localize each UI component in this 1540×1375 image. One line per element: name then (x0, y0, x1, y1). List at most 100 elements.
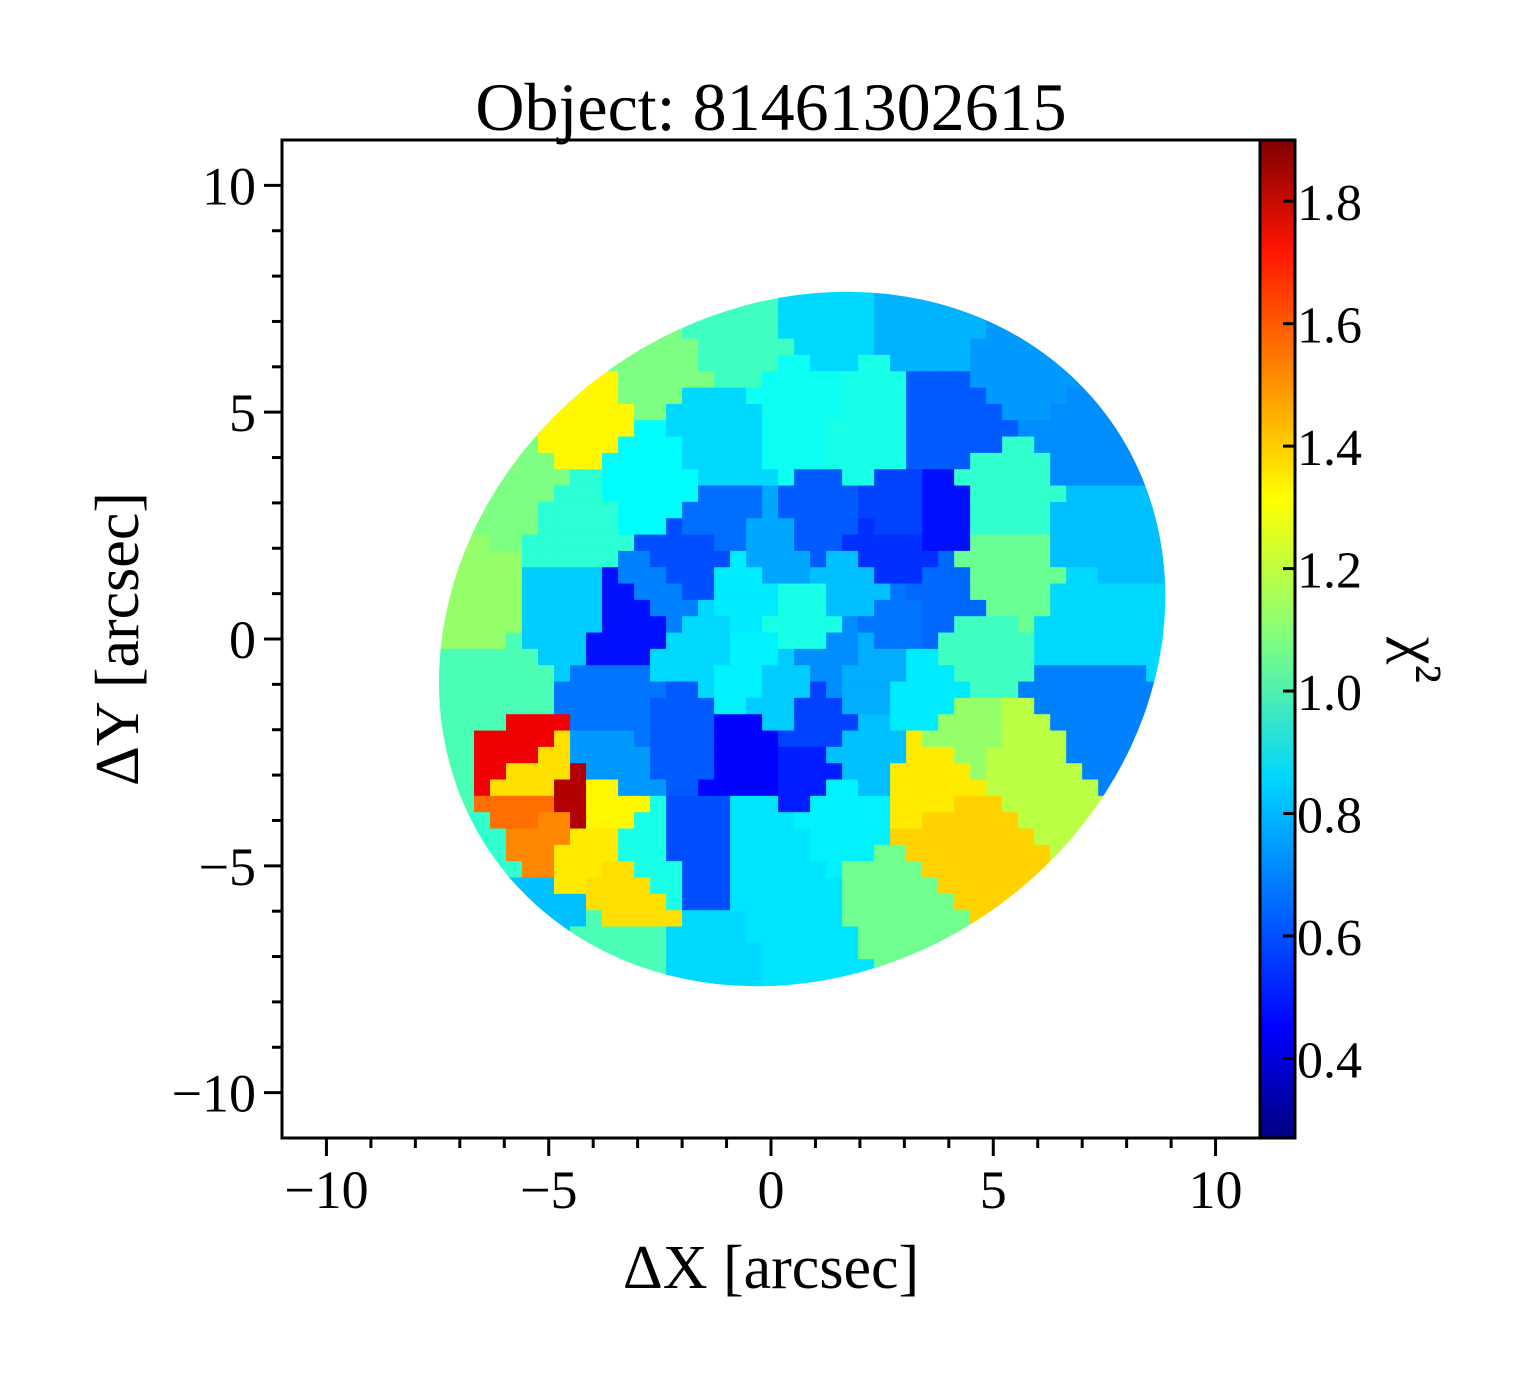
map-pixel (570, 615, 587, 633)
map-pixel (1242, 403, 1260, 421)
map-pixel (794, 746, 811, 764)
map-pixel (330, 762, 347, 780)
map-pixel (330, 811, 347, 829)
map-pixel (378, 778, 395, 796)
map-pixel (490, 746, 507, 764)
map-pixel (394, 860, 411, 878)
map-pixel (762, 615, 779, 633)
map-pixel (1002, 1040, 1019, 1058)
map-pixel (762, 419, 779, 437)
map-pixel (442, 190, 459, 208)
map-pixel (314, 974, 331, 992)
map-pixel (794, 484, 811, 502)
map-pixel (474, 991, 491, 1009)
map-pixel (1082, 582, 1099, 600)
map-pixel (1066, 664, 1083, 682)
map-pixel (714, 566, 731, 584)
map-pixel (1114, 305, 1131, 323)
map-pixel (698, 207, 715, 225)
map-pixel (282, 1040, 299, 1057)
map-pixel (474, 893, 491, 911)
map-pixel (698, 550, 715, 568)
map-pixel (1050, 599, 1067, 617)
map-pixel (1130, 288, 1147, 306)
map-pixel (634, 582, 651, 600)
map-pixel (1194, 1089, 1212, 1107)
map-pixel (1162, 599, 1179, 617)
map-pixel (890, 925, 907, 943)
map-pixel (618, 974, 635, 992)
map-pixel (954, 876, 971, 894)
map-pixel (330, 942, 347, 960)
map-pixel (602, 550, 619, 568)
map-pixel (650, 860, 667, 878)
map-pixel (538, 1007, 555, 1025)
map-pixel (682, 1105, 699, 1123)
map-pixel (506, 223, 523, 241)
map-pixel (826, 909, 843, 927)
map-pixel (634, 974, 651, 992)
map-pixel (954, 354, 971, 372)
map-pixel (810, 337, 827, 355)
map-pixel (794, 566, 811, 584)
map-pixel (426, 599, 443, 617)
map-pixel (730, 648, 747, 666)
map-pixel (810, 1072, 827, 1090)
map-pixel (346, 909, 363, 927)
map-pixel (698, 615, 715, 633)
map-pixel (490, 550, 507, 568)
map-pixel (794, 174, 811, 192)
map-pixel (970, 795, 987, 813)
map-pixel (1066, 942, 1083, 960)
map-pixel (1130, 746, 1147, 764)
map-pixel (1226, 615, 1244, 633)
map-pixel (378, 305, 395, 323)
map-pixel (1226, 305, 1244, 323)
map-pixel (378, 860, 395, 878)
map-pixel (1146, 452, 1163, 470)
map-pixel (1130, 1121, 1147, 1127)
map-pixel (426, 288, 443, 306)
map-pixel (746, 844, 763, 862)
map-pixel (714, 1121, 731, 1127)
map-pixel (538, 190, 555, 208)
map-pixel (906, 974, 923, 992)
map-pixel (1178, 958, 1195, 976)
map-pixel (666, 615, 683, 633)
map-pixel (1162, 942, 1179, 960)
map-pixel (778, 615, 795, 633)
map-pixel (650, 321, 667, 339)
map-pixel (874, 942, 891, 960)
map-pixel (538, 174, 555, 192)
map-pixel (698, 1056, 715, 1074)
map-pixel (602, 158, 619, 176)
map-pixel (1210, 1007, 1228, 1025)
map-pixel (906, 615, 923, 633)
map-pixel (570, 664, 587, 682)
map-pixel (410, 566, 427, 584)
x-axis: −10 −5 0 5 10 (284, 1138, 1243, 1220)
map-pixel (794, 158, 811, 176)
map-pixel (938, 517, 955, 535)
map-pixel (490, 1040, 507, 1058)
map-pixel (1242, 272, 1260, 290)
map-pixel (602, 827, 619, 845)
map-pixel (794, 958, 811, 976)
map-pixel (362, 305, 379, 323)
map-pixel (1002, 729, 1019, 747)
map-pixel (362, 1072, 379, 1090)
map-pixel (554, 533, 571, 551)
map-pixel (474, 550, 491, 568)
map-pixel (794, 501, 811, 519)
map-pixel (1114, 1121, 1131, 1127)
map-pixel (826, 1105, 843, 1123)
map-pixel (1002, 942, 1019, 960)
map-pixel (1130, 419, 1147, 437)
map-pixel (490, 566, 507, 584)
map-pixel (458, 452, 475, 470)
map-pixel (986, 207, 1003, 225)
map-pixel (1194, 746, 1212, 764)
map-pixel (1242, 582, 1260, 600)
map-pixel (810, 354, 827, 372)
map-pixel (906, 239, 923, 257)
